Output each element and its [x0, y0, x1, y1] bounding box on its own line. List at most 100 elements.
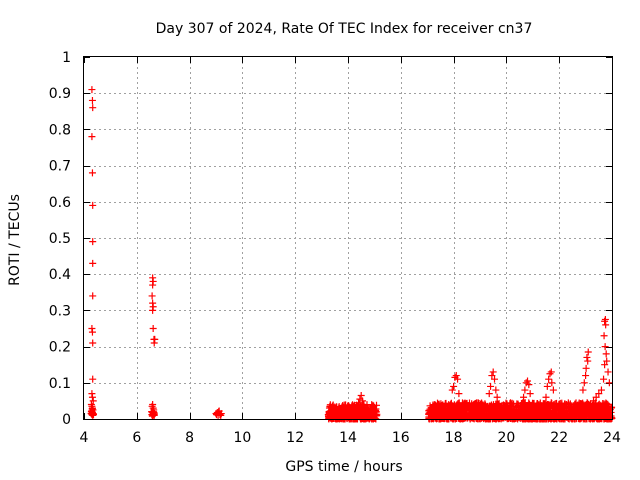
data-point [601, 343, 609, 351]
data-point [595, 415, 603, 423]
data-point [489, 368, 497, 376]
data-point [460, 409, 468, 417]
y-tick-label: 0.1 [49, 376, 71, 392]
data-point [595, 390, 603, 398]
data-point [601, 317, 609, 325]
data-point [582, 415, 590, 423]
data-point [485, 390, 493, 398]
data-point [580, 379, 588, 387]
data-point [454, 375, 462, 383]
data-point [89, 397, 97, 405]
data-point [150, 339, 158, 347]
chart-title: Day 307 of 2024, Rate Of TEC Index for r… [156, 21, 533, 37]
data-point [359, 397, 367, 405]
data-point [547, 368, 555, 376]
x-tick-label: 18 [445, 430, 463, 446]
data-point [561, 400, 569, 408]
data-point [491, 375, 499, 383]
data-point [526, 407, 534, 415]
data-point [548, 379, 556, 387]
data-point [601, 413, 609, 421]
data-point [149, 306, 157, 314]
x-tick-label: 22 [550, 430, 568, 446]
data-point [330, 405, 338, 413]
data-point [535, 401, 543, 409]
data-point [602, 321, 610, 329]
data-point [503, 415, 511, 423]
data-point [542, 393, 550, 401]
data-point [89, 375, 97, 383]
data-point [88, 328, 96, 336]
data-point [546, 370, 554, 378]
data-point [343, 408, 351, 416]
data-point [448, 402, 456, 410]
data-point [533, 405, 541, 413]
data-point [582, 372, 590, 380]
y-tick-label: 0.4 [49, 267, 71, 283]
data-point [88, 133, 96, 141]
data-point [552, 414, 560, 422]
data-point [215, 407, 223, 415]
axis-ticks: 4 6 8 10 12 14 16 18 20 22 24 0 0.1 0.2 0.3 0.4 0.5 0.6 0.… [49, 50, 621, 446]
data-point [605, 379, 613, 387]
data-point [508, 411, 516, 419]
data-point [499, 411, 507, 419]
data-point [583, 400, 591, 408]
data-point [462, 400, 470, 408]
data-point [352, 406, 360, 414]
data-point [88, 393, 96, 401]
data-point [468, 402, 476, 410]
data-point [518, 406, 526, 414]
y-tick-label: 0 [62, 412, 71, 428]
data-point [448, 386, 456, 394]
data-point [602, 350, 610, 358]
y-tick-label: 1 [62, 50, 71, 66]
data-point [338, 406, 346, 414]
data-point [452, 372, 460, 380]
data-point [449, 415, 457, 423]
data-point [89, 238, 97, 246]
data-point [333, 415, 341, 423]
data-point [89, 259, 97, 267]
data-point [88, 405, 96, 413]
data-point [584, 409, 592, 417]
x-tick-label: 8 [185, 430, 194, 446]
data-point [584, 357, 592, 365]
data-point [88, 96, 96, 104]
data-point [539, 412, 547, 420]
y-tick-label: 0.6 [49, 195, 71, 211]
x-axis-label: GPS time / hours [285, 459, 402, 475]
data-point [600, 375, 608, 383]
data-point [572, 399, 580, 407]
data-point [426, 407, 434, 415]
data-point [476, 415, 484, 423]
data-point [552, 404, 560, 412]
data-point [540, 400, 548, 408]
data-point [88, 169, 96, 177]
x-tick-label: 10 [233, 430, 251, 446]
data-point [488, 372, 496, 380]
data-point [565, 407, 573, 415]
data-point [213, 411, 221, 419]
data-point [90, 411, 98, 419]
data-point [450, 382, 458, 390]
x-tick-label: 12 [286, 430, 304, 446]
data-point [367, 406, 375, 414]
y-tick-label: 0.8 [49, 122, 71, 138]
data-point [529, 409, 537, 417]
data-point [449, 403, 457, 411]
data-point [597, 386, 605, 394]
data-point [470, 412, 478, 420]
data-point [583, 353, 591, 361]
data-point [373, 401, 381, 409]
data-point [518, 415, 526, 423]
data-point [357, 391, 365, 399]
data-point [89, 292, 97, 300]
data-point [546, 409, 554, 417]
x-tick-label: 16 [392, 430, 410, 446]
data-point [463, 404, 471, 412]
data-point [546, 404, 554, 412]
y-tick-label: 0.2 [49, 340, 71, 356]
data-point [545, 375, 553, 383]
